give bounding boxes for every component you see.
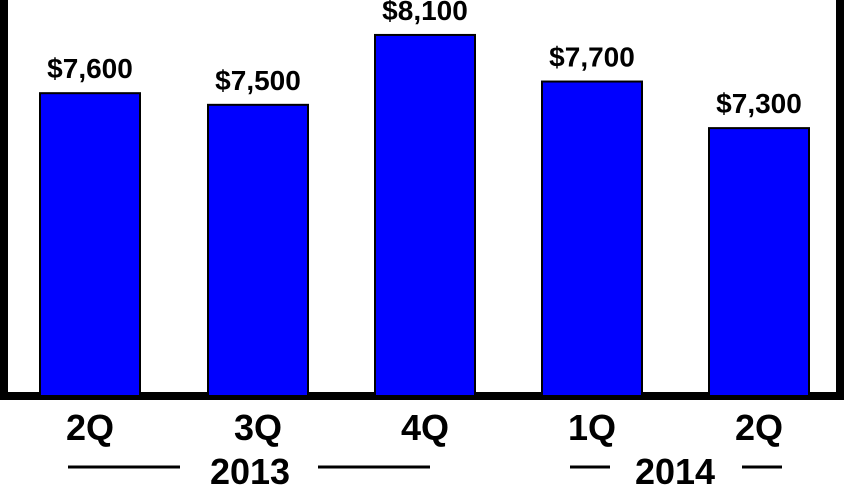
category-label-0: 2Q: [66, 407, 114, 448]
value-label-1: $7,500: [215, 65, 301, 96]
category-label-1: 3Q: [234, 407, 282, 448]
bar-0: [39, 92, 141, 397]
category-label-4: 2Q: [735, 407, 783, 448]
category-label-2: 4Q: [401, 407, 449, 448]
value-label-3: $7,700: [549, 42, 635, 73]
group-label-2014: 2014: [635, 451, 715, 489]
value-label-2: $8,100: [382, 0, 468, 26]
bar-3: [541, 80, 643, 397]
bar-2: [374, 33, 476, 398]
group-label-2013: 2013: [210, 451, 290, 489]
bars-group: [39, 33, 810, 398]
category-label-3: 1Q: [568, 407, 616, 448]
value-label-0: $7,600: [47, 53, 133, 84]
year-groups: 2013 2014: [68, 451, 782, 489]
value-label-4: $7,300: [716, 88, 802, 119]
value-labels-group: $7,600 $7,500 $8,100 $7,700 $7,300: [47, 0, 802, 119]
bar-1: [207, 103, 309, 398]
bar-4: [708, 127, 810, 397]
category-labels-group: 2Q 3Q 4Q 1Q 2Q: [66, 407, 783, 448]
